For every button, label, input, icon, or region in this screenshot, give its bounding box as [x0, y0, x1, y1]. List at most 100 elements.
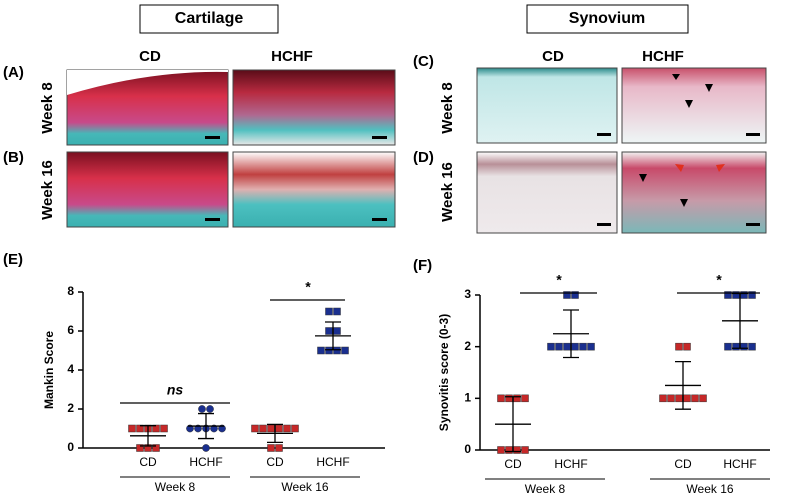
data-point — [206, 405, 214, 413]
data-point — [724, 342, 732, 351]
significance-label: * — [556, 272, 562, 288]
column-label: HCHF — [642, 48, 684, 65]
data-point — [128, 424, 136, 433]
data-point — [275, 424, 283, 433]
data-point — [667, 394, 675, 403]
data-point — [683, 342, 691, 351]
row-label: Week 16 — [439, 162, 456, 222]
error-bar — [505, 396, 521, 453]
group-label: Week 16 — [686, 482, 733, 495]
y-tick-label: 6 — [67, 323, 74, 337]
data-point — [521, 446, 529, 454]
error-bar — [325, 321, 341, 351]
data-point — [513, 394, 521, 403]
error-bar — [267, 423, 283, 443]
data-point — [325, 346, 333, 355]
section-box — [139, 4, 279, 34]
group-label: Week 8 — [525, 482, 566, 495]
data-point — [547, 342, 555, 351]
x-tick-label: HCHF — [189, 455, 222, 469]
data-point — [521, 394, 529, 403]
data-point — [732, 342, 740, 351]
panel-label: (E) — [3, 251, 23, 268]
data-point — [152, 424, 160, 433]
data-point — [136, 424, 144, 433]
section-title: Cartilage — [175, 10, 244, 27]
data-point — [571, 291, 579, 299]
data-point — [202, 444, 210, 452]
data-point — [675, 342, 683, 351]
y-axis-label: Mankin Score — [42, 331, 56, 409]
data-point — [659, 394, 667, 403]
x-tick-label: CD — [139, 455, 157, 469]
data-point — [136, 444, 144, 452]
data-point — [198, 405, 206, 413]
data-point — [505, 446, 513, 454]
x-tick-label: CD — [504, 457, 522, 471]
y-tick-label: 1 — [464, 391, 471, 405]
data-point — [691, 394, 699, 403]
data-point — [563, 291, 571, 299]
row-label: Week 16 — [39, 160, 56, 220]
x-tick-label: CD — [266, 455, 284, 469]
y-tick-label: 8 — [67, 284, 74, 298]
panel-label: (D) — [413, 149, 434, 166]
panel-label: (F) — [413, 257, 432, 274]
data-point — [259, 424, 267, 433]
panel-label: (A) — [3, 64, 24, 81]
data-point — [267, 444, 275, 452]
group-label: Week 16 — [281, 480, 328, 494]
column-label: CD — [139, 48, 161, 65]
data-point — [325, 327, 333, 335]
column-label: CD — [542, 48, 564, 65]
y-tick-label: 2 — [67, 401, 74, 415]
data-point — [683, 394, 691, 403]
histology-images — [66, 69, 396, 228]
error-bar — [198, 412, 214, 440]
data-point — [555, 342, 563, 351]
significance-label: * — [716, 272, 722, 288]
histology-images — [476, 67, 767, 234]
error-bar — [563, 309, 579, 359]
significance-label: ns — [167, 382, 184, 398]
data-point — [275, 444, 283, 452]
data-point — [571, 342, 579, 351]
data-point — [505, 394, 513, 403]
column-label: HCHF — [271, 48, 313, 65]
data-point — [160, 424, 168, 433]
section-title: Synovium — [569, 10, 645, 27]
data-point — [513, 446, 521, 454]
data-point — [563, 342, 571, 351]
row-label: Week 8 — [39, 82, 56, 133]
data-point — [740, 342, 748, 351]
x-tick-label: HCHF — [723, 457, 756, 471]
panel-label: (C) — [413, 53, 434, 70]
data-point — [325, 307, 333, 316]
data-point — [579, 342, 587, 351]
data-point — [675, 394, 683, 403]
data-point — [283, 424, 291, 433]
data-point — [724, 291, 732, 299]
data-point — [587, 342, 595, 351]
data-point — [317, 346, 325, 355]
section-box — [526, 4, 689, 34]
y-axis-label: Synovitis score (0-3) — [437, 314, 451, 431]
data-point — [497, 394, 505, 403]
data-point — [333, 327, 341, 335]
panel-label: (B) — [3, 149, 24, 166]
data-point — [333, 346, 341, 355]
x-tick-label: HCHF — [554, 457, 587, 471]
data-point — [251, 424, 259, 433]
y-tick-label: 0 — [67, 440, 74, 454]
y-tick-label: 4 — [67, 362, 74, 376]
significance-label: * — [305, 279, 311, 295]
group-label: Week 8 — [155, 480, 196, 494]
data-point — [333, 307, 341, 316]
row-label: Week 8 — [439, 82, 456, 133]
y-tick-label: 3 — [464, 287, 471, 301]
data-point — [497, 446, 505, 454]
error-bar — [675, 361, 691, 410]
error-bar — [140, 425, 156, 447]
x-tick-label: CD — [674, 457, 692, 471]
